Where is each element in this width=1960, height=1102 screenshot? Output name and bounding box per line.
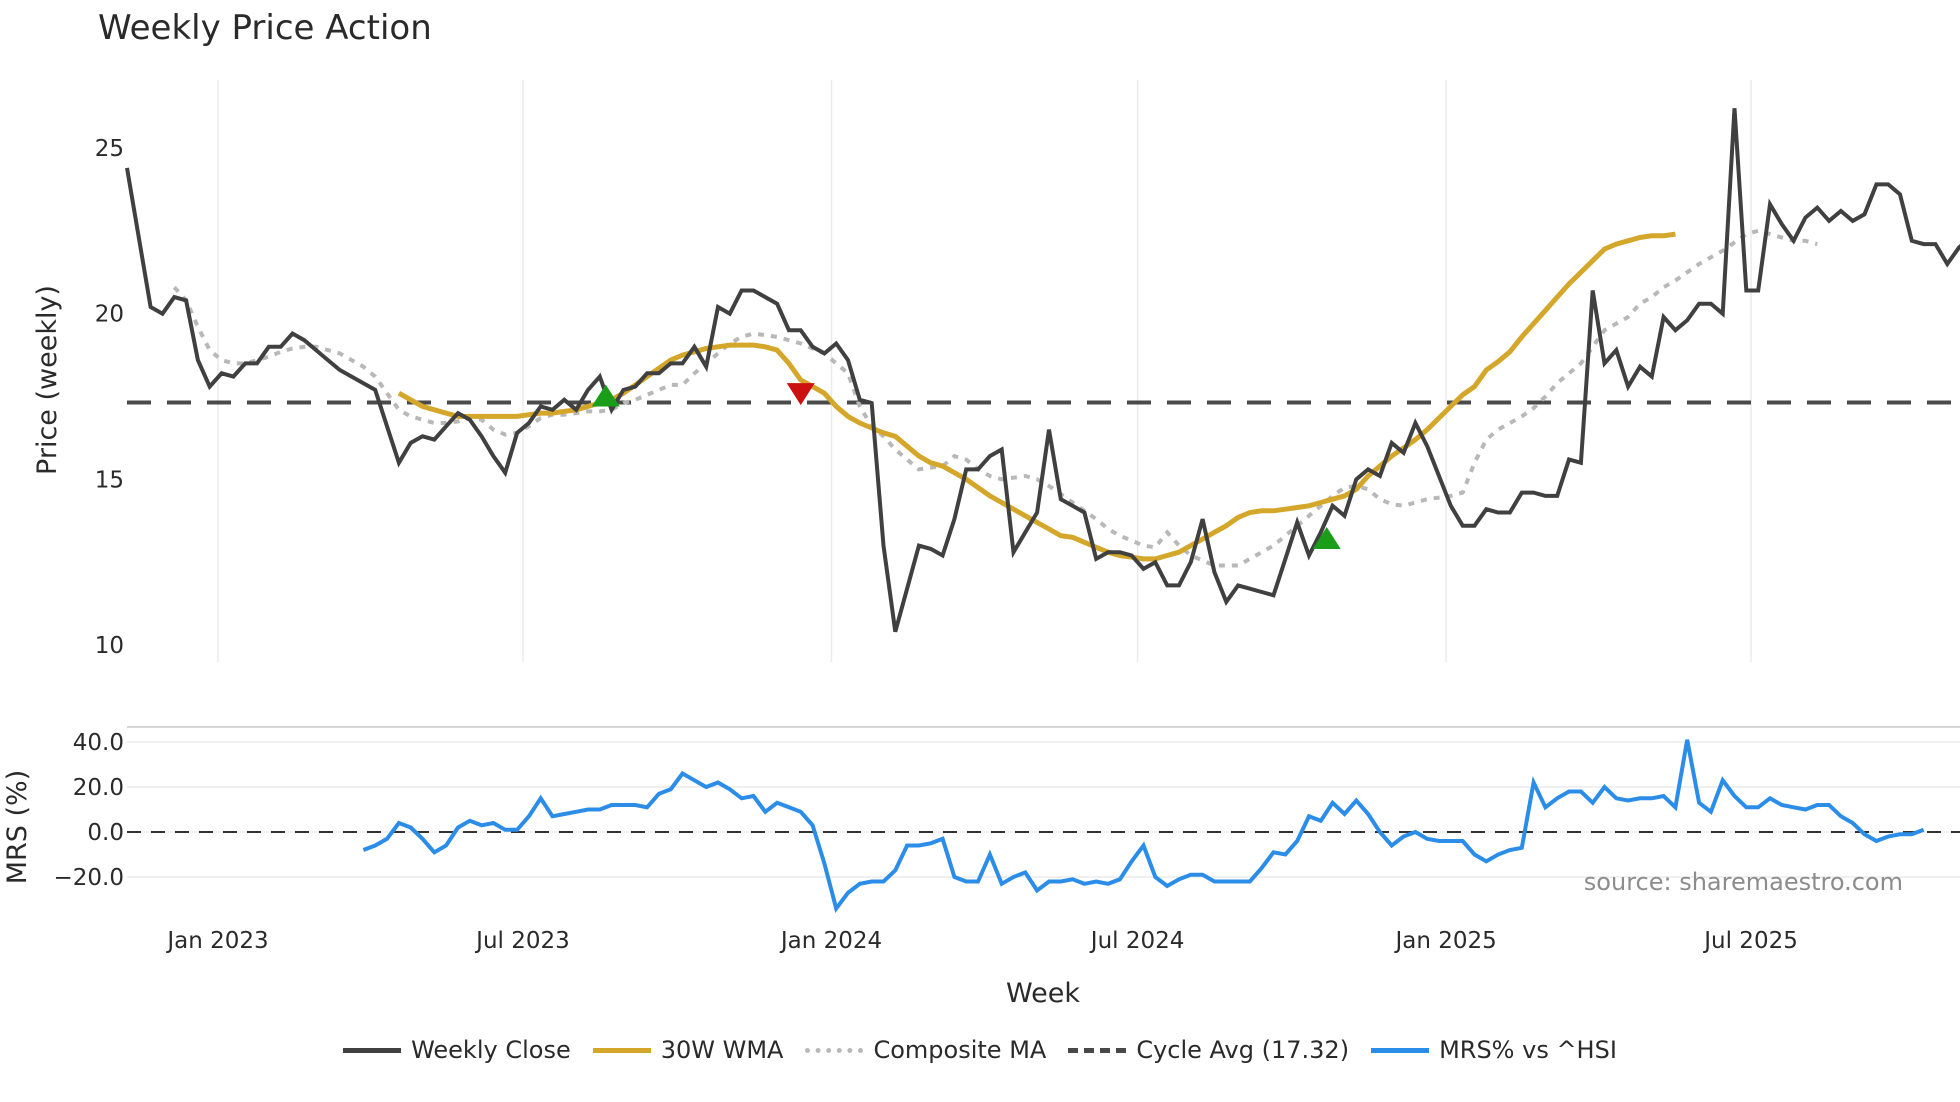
mrs-line [362, 739, 1925, 914]
weekly-close-line [125, 108, 1960, 633]
source-annotation: source: sharemaestro.com [1584, 868, 1903, 896]
sell-signal-triangle-down-icon [786, 383, 815, 406]
price-tick-label: 25 [95, 136, 124, 162]
legend-label: Cycle Avg (17.32) [1136, 1036, 1350, 1064]
legend-item[interactable]: Weekly Close [343, 1036, 571, 1064]
x-tick-label: Jan 2025 [1393, 928, 1496, 954]
composite-ma-line [172, 228, 1818, 568]
series-layer [125, 108, 1960, 914]
x-tick-label: Jul 2023 [474, 928, 570, 954]
legend-swatch-icon [1068, 1047, 1127, 1053]
x-axis-label: Week [1006, 978, 1080, 1009]
x-tick-label: Jul 2025 [1702, 928, 1798, 954]
legend-item[interactable]: MRS% vs ^HSI [1371, 1036, 1617, 1064]
chart-title: Weekly Price Action [98, 8, 432, 48]
price-grid [217, 80, 1752, 662]
x-tick-label: Jan 2024 [779, 928, 882, 954]
x-tick-label: Jan 2023 [165, 928, 268, 954]
legend-item[interactable]: 30W WMA [592, 1036, 784, 1064]
legend-swatch-icon [592, 1047, 651, 1053]
legend-label: MRS% vs ^HSI [1439, 1036, 1617, 1064]
price-tick-label: 15 [95, 467, 124, 493]
mrs-tick-label: −20.0 [54, 865, 124, 891]
mrs-grid [127, 726, 1960, 878]
legend-swatch-icon [805, 1047, 864, 1053]
legend-item[interactable]: Cycle Avg (17.32) [1068, 1036, 1349, 1064]
legend-swatch-icon [1371, 1047, 1430, 1053]
mrs-axis-label: MRS (%) [2, 770, 33, 885]
mrs-tick-label: 20.0 [73, 775, 124, 801]
mrs-tick-label: 40.0 [73, 730, 124, 756]
legend-label: Composite MA [873, 1036, 1047, 1064]
legend-item[interactable]: Composite MA [805, 1036, 1046, 1064]
price-tick-label: 10 [95, 633, 124, 659]
legend-swatch-icon [343, 1047, 402, 1053]
price-tick-label: 20 [95, 302, 124, 328]
buy-signal-triangle-up-icon [1312, 526, 1341, 549]
mrs-tick-label: 0.0 [87, 820, 124, 846]
axis-ticks: 10 15 20 25 40.0 20.0 0.0 −20.0 Jan 2023 Jul 2023… [54, 136, 1798, 954]
x-tick-label: Jul 2024 [1089, 928, 1185, 954]
price-axis-label: Price (weekly) [32, 285, 63, 475]
signal-markers [591, 383, 1341, 549]
legend-label: 30W WMA [660, 1036, 784, 1064]
buy-signal-triangle-up-icon [591, 384, 620, 407]
legend: Weekly Close 30W WMA Composite MA Cycle Avg… [0, 1036, 1960, 1064]
legend-label: Weekly Close [411, 1036, 571, 1064]
